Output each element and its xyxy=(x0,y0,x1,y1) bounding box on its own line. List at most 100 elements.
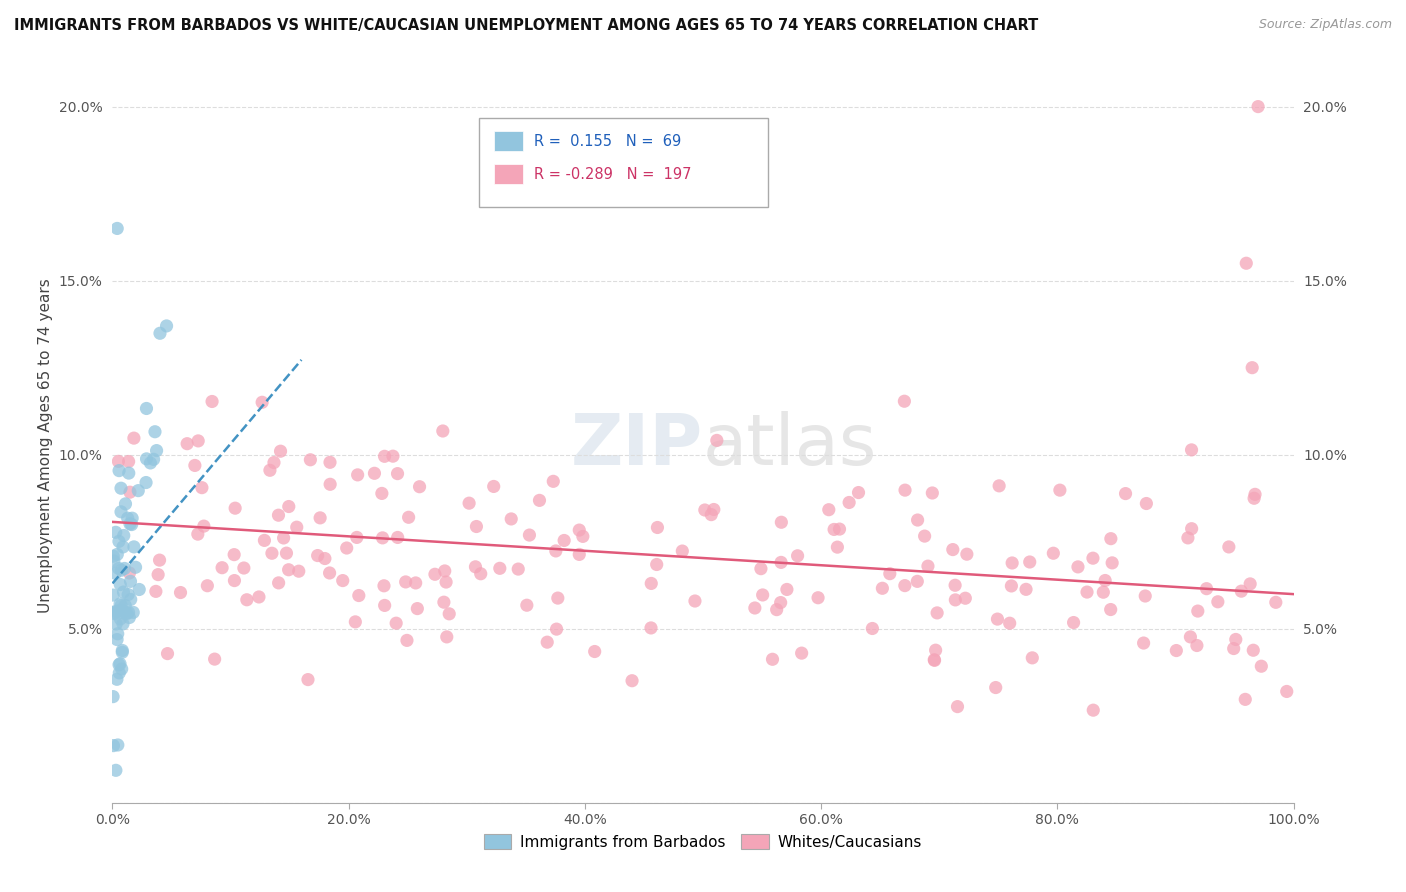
Point xyxy=(827,540,849,554)
Point xyxy=(276,546,298,560)
Point xyxy=(103,739,125,753)
Point xyxy=(117,511,139,525)
Point xyxy=(1185,639,1208,653)
Point xyxy=(1187,604,1209,618)
Point xyxy=(776,582,799,597)
Text: R =  0.155   N =  69: R = 0.155 N = 69 xyxy=(534,134,682,149)
Point xyxy=(127,483,149,498)
Point xyxy=(118,516,141,531)
Point xyxy=(110,603,132,617)
Point xyxy=(706,434,728,448)
Point xyxy=(1177,531,1199,545)
Point xyxy=(111,662,134,676)
Text: R = -0.289   N =  197: R = -0.289 N = 197 xyxy=(534,167,692,182)
Point xyxy=(224,548,246,562)
Point xyxy=(1247,100,1270,114)
Point xyxy=(671,544,693,558)
Point xyxy=(543,475,565,489)
Text: Source: ZipAtlas.com: Source: ZipAtlas.com xyxy=(1258,18,1392,31)
Point xyxy=(998,616,1021,631)
Point xyxy=(1180,630,1202,644)
Point xyxy=(914,529,936,543)
Point xyxy=(1015,582,1038,597)
Point xyxy=(986,612,1008,626)
Point xyxy=(111,645,134,659)
Point xyxy=(344,615,367,629)
Point xyxy=(894,579,917,593)
Point xyxy=(647,520,669,534)
Point xyxy=(924,643,946,657)
Point xyxy=(1275,684,1298,698)
Point xyxy=(988,479,1011,493)
Point xyxy=(374,450,396,464)
Point xyxy=(508,562,530,576)
Point xyxy=(139,456,162,470)
Point xyxy=(318,566,340,580)
Point xyxy=(621,673,644,688)
Point xyxy=(121,517,143,532)
Point xyxy=(128,582,150,597)
Point xyxy=(1083,703,1105,717)
Point xyxy=(640,621,662,635)
FancyBboxPatch shape xyxy=(494,164,523,184)
Point xyxy=(1092,585,1115,599)
Point xyxy=(848,485,870,500)
Point xyxy=(387,531,409,545)
Point xyxy=(547,591,569,606)
Point xyxy=(277,500,299,514)
Point xyxy=(105,221,128,235)
Point xyxy=(905,574,928,589)
Point xyxy=(211,560,233,574)
Point xyxy=(1063,615,1085,630)
Point xyxy=(395,574,418,589)
Point xyxy=(1000,579,1022,593)
Point xyxy=(250,395,273,409)
Point xyxy=(946,699,969,714)
Point xyxy=(703,502,725,516)
Point xyxy=(423,567,446,582)
Point xyxy=(385,616,408,631)
Point xyxy=(823,523,845,537)
Point xyxy=(828,522,851,536)
Legend: Immigrants from Barbados, Whites/Caucasians: Immigrants from Barbados, Whites/Caucasi… xyxy=(478,828,928,855)
Point xyxy=(465,519,488,533)
Point xyxy=(1243,491,1265,506)
Point xyxy=(770,555,793,569)
Point xyxy=(336,541,359,555)
Point xyxy=(1225,632,1247,647)
Point xyxy=(103,607,125,621)
Point xyxy=(984,681,1007,695)
Point xyxy=(838,495,860,509)
Point xyxy=(1250,659,1272,673)
Point xyxy=(346,467,368,482)
Point xyxy=(790,646,813,660)
Point xyxy=(546,622,568,636)
Point xyxy=(387,467,409,481)
Point xyxy=(693,503,716,517)
Point xyxy=(118,466,141,480)
Point xyxy=(118,566,141,580)
Point xyxy=(436,630,458,644)
Point xyxy=(751,588,773,602)
Point xyxy=(145,584,167,599)
Point xyxy=(860,622,883,636)
Point xyxy=(110,599,132,613)
Point xyxy=(529,493,551,508)
Text: atlas: atlas xyxy=(703,411,877,481)
Text: IMMIGRANTS FROM BARBADOS VS WHITE/CAUCASIAN UNEMPLOYMENT AMONG AGES 65 TO 74 YEA: IMMIGRANTS FROM BARBADOS VS WHITE/CAUCAS… xyxy=(14,18,1038,33)
Point xyxy=(201,394,224,409)
Point xyxy=(955,591,977,606)
Point xyxy=(299,452,322,467)
Point xyxy=(120,592,142,607)
Point xyxy=(108,657,131,671)
Point xyxy=(122,540,145,554)
Point xyxy=(879,566,901,581)
Point xyxy=(516,599,538,613)
Point xyxy=(105,632,128,647)
FancyBboxPatch shape xyxy=(494,131,523,152)
Point xyxy=(105,604,128,618)
Point xyxy=(927,606,949,620)
Point xyxy=(104,566,127,581)
Point xyxy=(263,456,285,470)
Point xyxy=(921,486,943,500)
